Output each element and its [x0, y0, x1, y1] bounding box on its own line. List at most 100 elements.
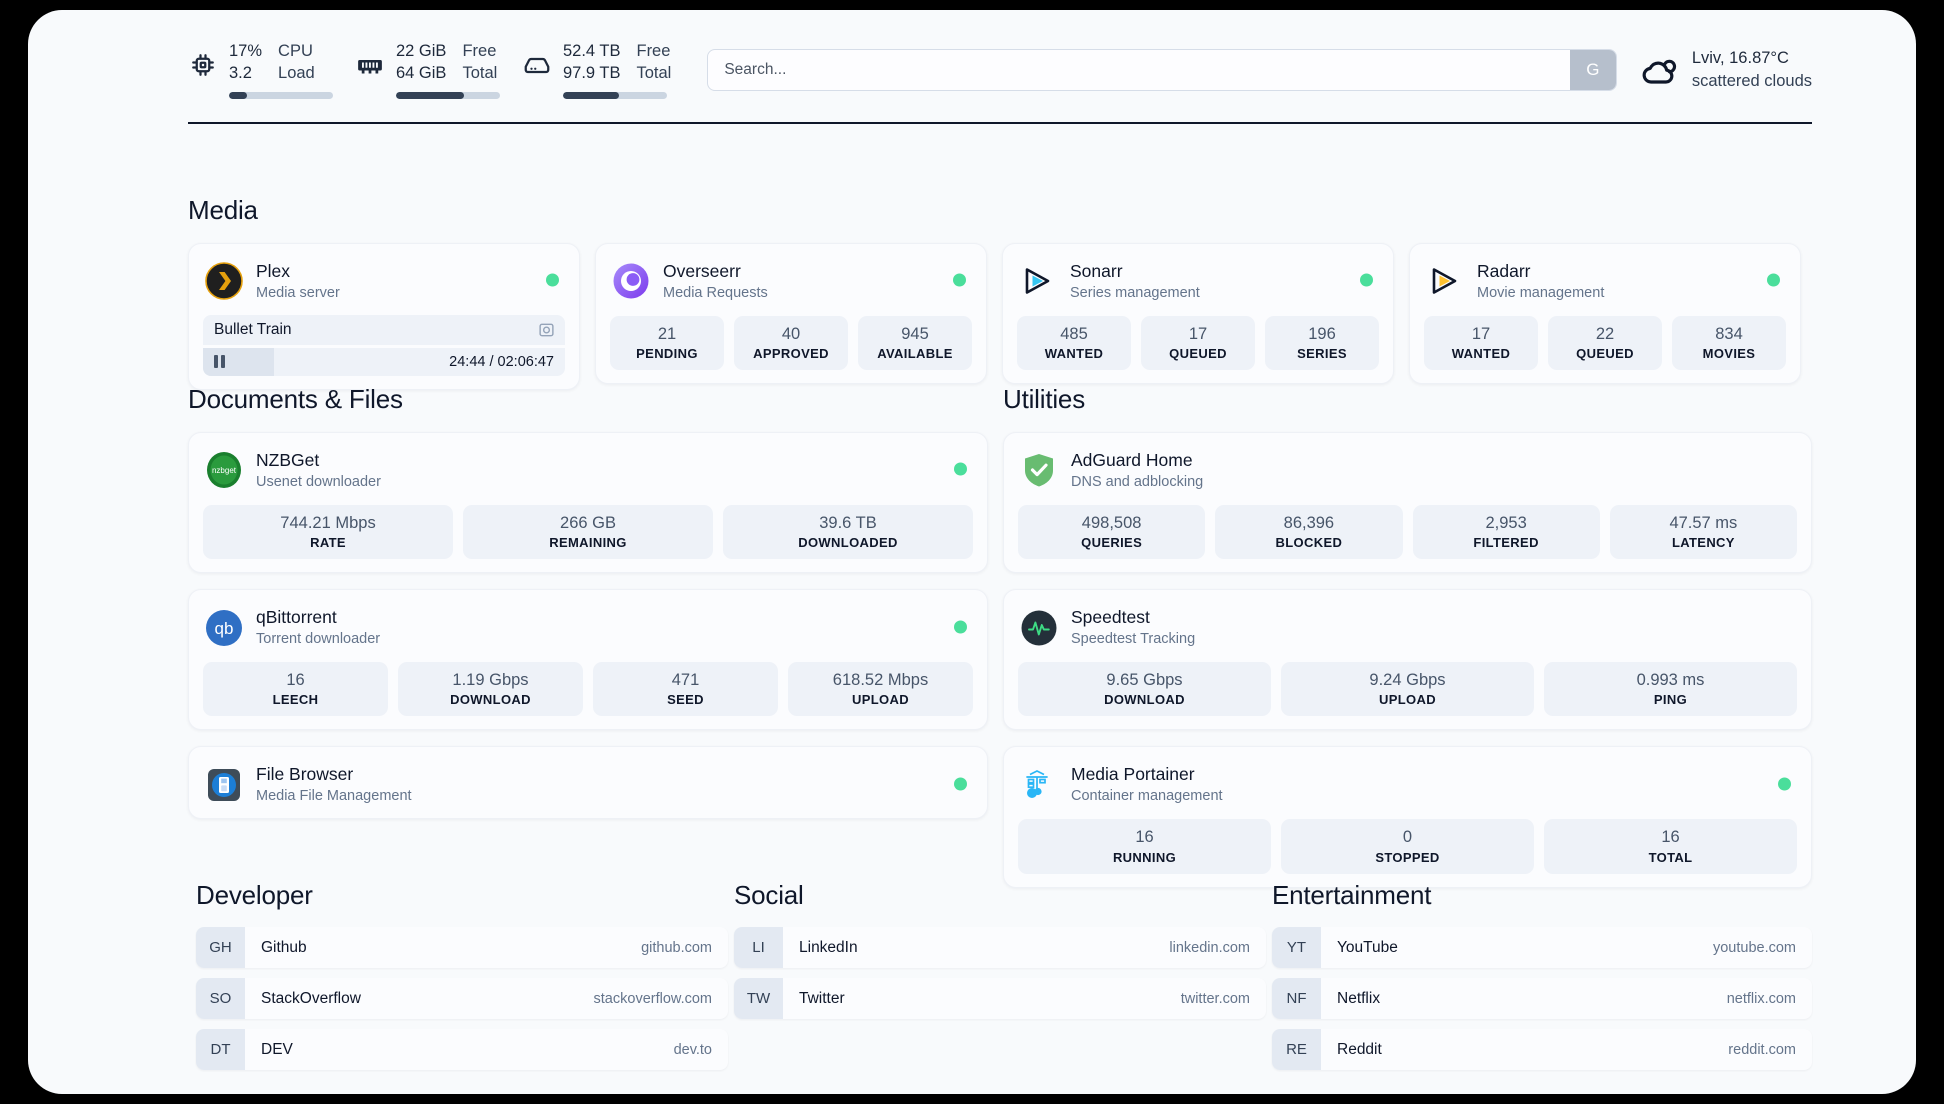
qbittorrent-stats: 16 LEECH 1.19 Gbps DOWNLOAD 471 SEED 618…: [203, 661, 973, 717]
stat-tile: 17 WANTED: [1424, 315, 1538, 371]
bookmark-url: reddit.com: [1728, 1041, 1796, 1058]
bookmark-item[interactable]: LI LinkedIn linkedin.com: [734, 927, 1266, 968]
stat-label: QUEUED: [1576, 346, 1634, 362]
media-section: Media Plex Media server: [188, 195, 1812, 390]
stat-value: 9.24 Gbps: [1369, 670, 1446, 689]
stat-label: QUERIES: [1081, 535, 1143, 551]
weather-condition: scattered clouds: [1691, 72, 1812, 90]
stat-value: 471: [671, 670, 700, 689]
bookmark-url: linkedin.com: [1169, 939, 1250, 956]
memory-total-value: 64 GiB: [396, 64, 447, 82]
qbittorrent-status-indicator: [954, 620, 967, 634]
stat-label: DOWNLOAD: [1104, 692, 1185, 708]
stat-tile: 0 STOPPED: [1281, 819, 1534, 874]
portainer-status-indicator: [1778, 777, 1791, 791]
stat-label: AVAILABLE: [877, 346, 953, 362]
adguard-description: DNS and adblocking: [1071, 473, 1204, 490]
memory-ram-icon: [355, 50, 385, 80]
service-card-adguard[interactable]: AdGuard Home DNS and adblocking 498,508 …: [1003, 432, 1812, 574]
service-card-portainer[interactable]: Media Portainer Container management 16 …: [1003, 746, 1812, 888]
overseerr-stats: 21 PENDING 40 APPROVED 945 AVAILABLE: [610, 315, 972, 371]
service-card-qbittorrent[interactable]: qb qBittorrent Torrent downloader 16 LEE…: [188, 589, 988, 731]
bookmark-badge: DT: [196, 1029, 245, 1070]
qbittorrent-icon: qb: [205, 609, 243, 647]
stat-label: TOTAL: [1648, 849, 1693, 865]
bookmark-item[interactable]: RE Reddit reddit.com: [1272, 1029, 1812, 1070]
service-card-nzbget[interactable]: nzbget NZBGet Usenet downloader 744.21 M…: [188, 432, 988, 574]
portainer-stats: 16 RUNNING 0 STOPPED 16 TOTAL: [1018, 819, 1797, 874]
overseerr-icon: [612, 262, 650, 300]
bookmark-badge: LI: [734, 927, 783, 968]
speedtest-stats: 9.65 Gbps DOWNLOAD 9.24 Gbps UPLOAD 0.99…: [1018, 661, 1797, 717]
service-card-sonarr[interactable]: Sonarr Series management 485 WANTED 17 Q…: [1002, 243, 1394, 385]
stat-value: 2,953: [1485, 513, 1527, 532]
svg-text:nzbget: nzbget: [212, 466, 237, 475]
search-input[interactable]: [708, 50, 1570, 90]
stat-label: SEED: [667, 692, 704, 708]
service-card-overseerr[interactable]: Overseerr Media Requests 21 PENDING 40 A…: [595, 243, 987, 385]
stat-value: 40: [781, 324, 801, 343]
stat-label: QUEUED: [1169, 346, 1227, 362]
plex-name: Plex: [256, 261, 291, 281]
stat-value: 16: [1135, 828, 1154, 847]
stat-label: DOWNLOADED: [798, 535, 898, 551]
bookmark-item[interactable]: DT DEV dev.to: [196, 1029, 728, 1070]
documents-section-title: Documents & Files: [188, 384, 403, 414]
bookmarks-entertainment: Entertainment YT YouTube youtube.com NF …: [1272, 880, 1812, 1070]
radarr-name: Radarr: [1477, 261, 1531, 281]
bookmark-item[interactable]: TW Twitter twitter.com: [734, 978, 1266, 1019]
stat-value: 16: [1661, 828, 1680, 847]
disk-usage-bar: [563, 91, 667, 99]
media-section-title: Media: [188, 195, 258, 225]
cpu-load-value: 3.2: [229, 64, 252, 82]
stat-tile: 86,396 BLOCKED: [1215, 504, 1403, 560]
bookmark-item[interactable]: GH Github github.com: [196, 927, 728, 968]
bookmark-item[interactable]: NF Netflix netflix.com: [1272, 978, 1812, 1019]
plex-description: Media server: [256, 284, 340, 301]
stat-label: LATENCY: [1671, 535, 1735, 551]
nzbget-name: NZBGet: [256, 450, 320, 470]
stat-value: 17: [1188, 324, 1208, 343]
bookmark-item[interactable]: SO StackOverflow stackoverflow.com: [196, 978, 728, 1019]
service-card-speedtest[interactable]: Speedtest Speedtest Tracking 9.65 Gbps D…: [1003, 589, 1812, 731]
plex-progress-bar[interactable]: 24:44 / 02:06:47: [203, 347, 565, 376]
stat-tile: 16 TOTAL: [1544, 819, 1797, 874]
stat-label: RATE: [310, 535, 346, 551]
service-card-plex[interactable]: Plex Media server Bullet Train: [188, 243, 580, 390]
stat-label: APPROVED: [753, 346, 829, 362]
stat-value: 618.52 Mbps: [832, 670, 929, 689]
pause-icon[interactable]: [214, 355, 225, 369]
cpu-label-bottom: Load: [278, 64, 315, 82]
search-engine-button[interactable]: G: [1569, 50, 1616, 90]
bookmark-badge: TW: [734, 978, 783, 1019]
stat-value: 266 GB: [560, 513, 616, 532]
bookmark-name: LinkedIn: [799, 938, 858, 956]
svg-text:qb: qb: [215, 619, 234, 638]
cpu-usage-value: 17%: [229, 42, 263, 61]
search-bar[interactable]: G: [707, 49, 1617, 91]
filebrowser-name: File Browser: [256, 764, 354, 785]
stat-label: PENDING: [636, 346, 698, 362]
stat-label: STOPPED: [1375, 849, 1440, 865]
bookmark-name: YouTube: [1337, 938, 1398, 956]
stat-value: 16: [286, 670, 305, 689]
stat-value: 0: [1402, 828, 1413, 847]
nzbget-icon: nzbget: [205, 451, 243, 489]
utilities-section: Utilities AdGuard Home DNS and adblockin…: [1003, 384, 1812, 888]
stat-tile: 17 QUEUED: [1141, 315, 1255, 371]
speedtest-description: Speedtest Tracking: [1071, 630, 1196, 647]
stat-tile: 196 SERIES: [1265, 315, 1379, 371]
cast-icon[interactable]: [538, 321, 555, 338]
header-divider: [188, 122, 1812, 124]
bookmarks-social: Social LI LinkedIn linkedin.com TW Twitt…: [734, 880, 1266, 1019]
service-card-filebrowser[interactable]: File Browser Media File Management: [188, 746, 988, 820]
file-browser-icon: [205, 766, 243, 804]
bookmark-item[interactable]: YT YouTube youtube.com: [1272, 927, 1812, 968]
stat-tile: 945 AVAILABLE: [858, 315, 972, 371]
stat-value: 485: [1060, 324, 1088, 343]
plex-now-playing: Bullet Train 24:44 / 02:06:47: [203, 314, 565, 376]
stat-tile: 744.21 Mbps RATE: [203, 504, 453, 560]
sonarr-stats: 485 WANTED 17 QUEUED 196 SERIES: [1017, 315, 1379, 371]
service-card-radarr[interactable]: Radarr Movie management 17 WANTED 22 QUE…: [1409, 243, 1801, 385]
bookmark-url: stackoverflow.com: [593, 990, 712, 1007]
